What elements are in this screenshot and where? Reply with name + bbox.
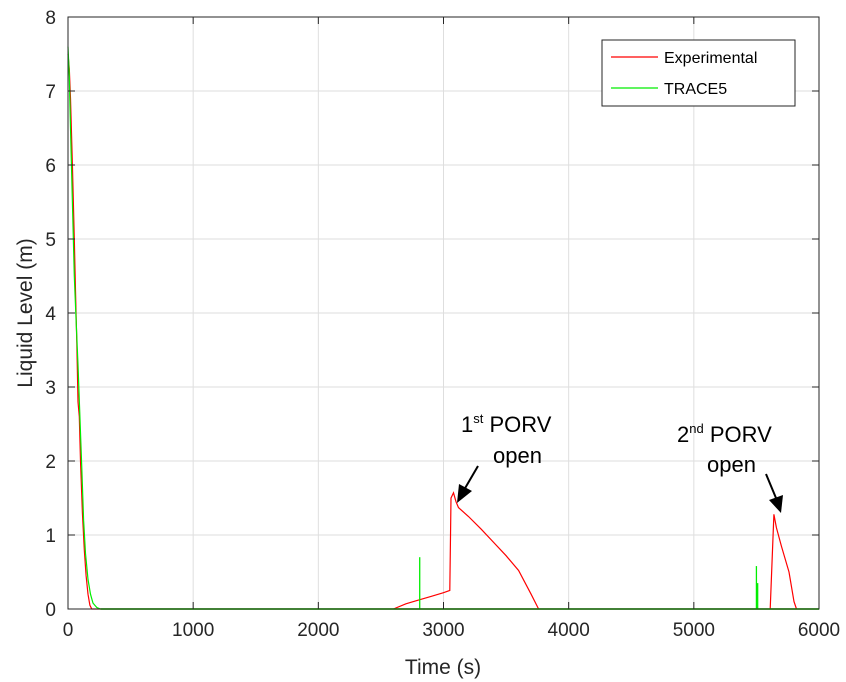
- y-axis-label: Liquid Level (m): [14, 238, 37, 387]
- x-tick-label: 6000: [798, 620, 840, 641]
- x-tick-label: 2000: [297, 620, 339, 641]
- series-segment-experimental: [393, 491, 540, 610]
- y-tick-label: 7: [45, 82, 56, 103]
- annotation-1-arrow-head: [457, 484, 472, 503]
- y-tick-label: 6: [45, 156, 56, 177]
- legend: Experimental TRACE5: [601, 39, 796, 107]
- x-tick-label: 3000: [422, 620, 464, 641]
- annotation-2-arrow-head: [769, 495, 783, 513]
- annotation-1st-porv: 1st PORV open: [457, 411, 552, 503]
- x-tick-label: 5000: [673, 620, 715, 641]
- x-axis-label: Time (s): [405, 656, 481, 679]
- legend-box: [601, 39, 796, 107]
- series-line-trace5: [67, 46, 819, 610]
- y-tick-label: 0: [45, 600, 56, 621]
- annotation-1-arrow-shaft: [463, 465, 479, 491]
- series-line-experimental: [67, 53, 819, 610]
- annotation-2-line1: 2nd PORV: [677, 421, 772, 447]
- x-tick-label: 1000: [172, 620, 214, 641]
- y-tick-label: 3: [45, 378, 56, 399]
- x-tick-label: 0: [63, 620, 74, 641]
- annotation-2nd-porv: 2nd PORV open: [677, 421, 783, 513]
- y-tick-label: 2: [45, 452, 56, 473]
- y-tick-label: 1: [45, 526, 56, 547]
- annotation-1-line1: 1st PORV: [461, 411, 552, 437]
- legend-label-trace5: TRACE5: [664, 81, 727, 98]
- x-tick-label: 4000: [548, 620, 590, 641]
- ticks: 0 1000 2000 3000 4000 5000 6000 0 1 2 3 4 5 6 7 8: [45, 8, 840, 641]
- annotation-2-arrow-shaft: [765, 473, 777, 499]
- y-tick-label: 4: [45, 304, 56, 325]
- annotation-2-line2: open: [707, 452, 756, 477]
- annotation-1-line2: open: [493, 443, 542, 468]
- y-tick-label: 8: [45, 8, 56, 29]
- y-tick-label: 5: [45, 230, 56, 251]
- legend-label-experimental: Experimental: [664, 50, 757, 67]
- series-segment-experimental: [769, 514, 798, 610]
